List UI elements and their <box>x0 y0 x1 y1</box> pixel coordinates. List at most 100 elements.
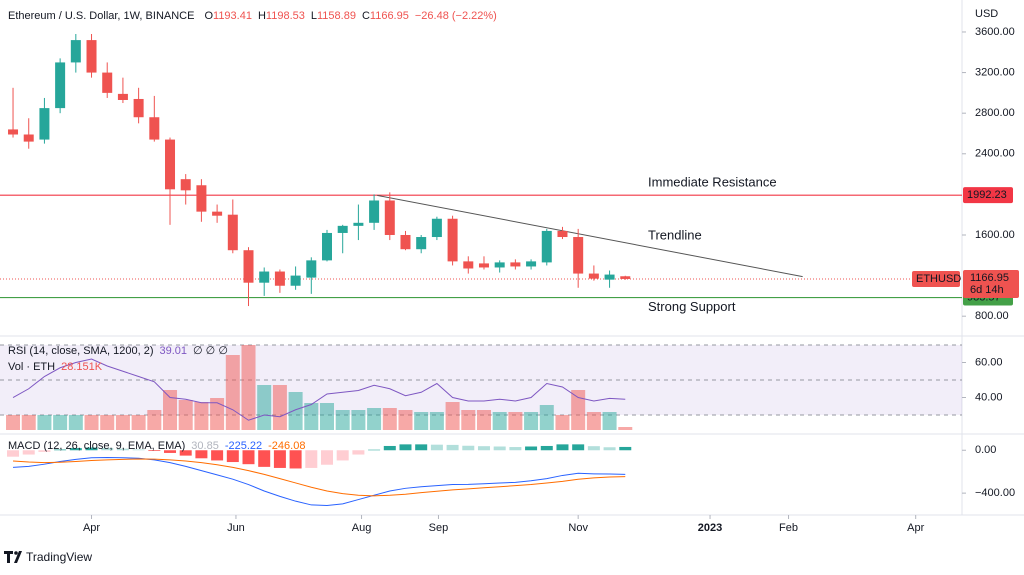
macd-histogram-bar <box>242 450 255 465</box>
macd-histogram-bar <box>336 450 349 461</box>
y-tick-label: 3200.00 <box>975 66 1015 78</box>
y-tick-label: 3600.00 <box>975 26 1015 38</box>
macd-histogram-bar <box>603 447 616 451</box>
y-tick-label: 2800.00 <box>975 107 1015 119</box>
candle-body <box>212 211 223 216</box>
volume-bar <box>586 412 601 430</box>
x-tick-label: Nov <box>568 522 588 534</box>
ohlc-key: L <box>311 10 317 22</box>
candle-body <box>337 225 348 233</box>
macd-histogram-bar <box>164 450 177 453</box>
volume-bar <box>476 410 491 430</box>
candle-body <box>447 218 458 262</box>
macd-legend: MACD (12, 26, close, 9, EMA, EMA) 30.85 -2… <box>8 440 305 452</box>
ohlc-value: 1166.95 <box>370 10 409 22</box>
y-tick-label: 800.00 <box>975 310 1009 322</box>
volume-bar <box>147 410 162 430</box>
candle-body <box>306 260 317 278</box>
volume-bar <box>100 415 115 430</box>
candle-body <box>149 117 160 140</box>
level-label: Immediate Resistance <box>648 175 777 190</box>
volume-bar <box>6 415 21 430</box>
ohlc-value: 1198.53 <box>266 10 305 22</box>
macd-histogram-bar <box>179 450 192 456</box>
candle-body <box>243 250 254 283</box>
volume-value: 28.151K <box>61 361 103 373</box>
volume-bar <box>37 415 52 430</box>
macd-histogram-bar <box>101 447 114 451</box>
macd-histogram-bar <box>211 450 224 461</box>
macd-line <box>12 458 626 497</box>
volume-bar <box>335 410 350 430</box>
volume-bar <box>68 415 83 430</box>
candle-body <box>290 275 301 286</box>
candle-body <box>102 72 113 93</box>
candle-body <box>510 262 521 267</box>
ohlc-key: H <box>258 10 266 22</box>
logo <box>4 551 22 563</box>
macd-histogram-bar <box>7 450 20 457</box>
candle-body <box>55 62 66 109</box>
header: Ethereum / U.S. Dollar, 1W, BINANCE O1193… <box>8 10 497 22</box>
candle-body <box>321 232 332 261</box>
volume-bar <box>351 410 366 430</box>
x-tick-label: Sep <box>429 522 449 534</box>
macd-histogram-bar <box>352 450 365 455</box>
level-label: Strong Support <box>648 299 736 314</box>
volume-bar <box>382 408 397 430</box>
volume-bar <box>178 400 193 430</box>
candle-body <box>180 179 191 191</box>
volume-bar <box>53 415 68 430</box>
volume-bar <box>524 412 539 430</box>
last-price-box <box>963 269 1019 298</box>
macd-histogram-bar <box>556 444 569 451</box>
rsi-na: ∅ ∅ ∅ <box>193 345 228 357</box>
symbol-label: ETHUSD <box>916 273 961 285</box>
candle-body <box>557 230 568 238</box>
candle-body <box>117 93 128 100</box>
macd-histogram-bar <box>430 444 443 451</box>
macd-histogram-bar <box>226 450 239 463</box>
macd-histogram-bar <box>477 446 490 451</box>
macd-histogram-bar <box>446 444 459 451</box>
candle-body <box>196 185 207 212</box>
candle-body <box>353 222 364 226</box>
macd-histogram-bar <box>258 450 271 467</box>
x-tick-label: Feb <box>779 522 798 534</box>
macd-histogram-bar <box>462 445 475 451</box>
volume-bar <box>571 390 586 430</box>
x-tick-label: Aug <box>352 522 372 534</box>
macd-histogram-bar <box>195 450 208 459</box>
volume-bar <box>272 385 287 430</box>
trendline <box>377 194 803 278</box>
candle-body <box>39 108 50 140</box>
candle-body <box>23 134 34 142</box>
macd-histogram-bar <box>305 450 318 468</box>
candle-body <box>463 261 474 269</box>
macd-histogram-bar <box>383 445 396 451</box>
countdown: 6d 14h <box>970 284 1004 296</box>
logo-icon <box>4 551 22 563</box>
x-tick-label: Jun <box>227 522 245 534</box>
volume-legend: Vol · ETH 28.151K <box>8 361 103 373</box>
candle-body <box>369 200 380 223</box>
footer-brand: TradingView <box>26 550 92 564</box>
candle-body <box>86 40 97 73</box>
candle-body <box>431 218 442 238</box>
change: −26.48 (−2.22%) <box>415 10 497 22</box>
y-tick-label: −400.00 <box>975 487 1015 499</box>
candle-body <box>227 214 238 251</box>
volume-bar <box>241 345 256 430</box>
ohlc-key: C <box>362 10 370 22</box>
level-price: 1992.23 <box>967 189 1007 201</box>
macd-histogram-bar <box>399 444 412 451</box>
macd-histogram-bar <box>540 445 553 451</box>
candle-body <box>573 237 584 274</box>
candle-body <box>588 273 599 279</box>
y-tick-label: 0.00 <box>975 444 996 456</box>
candle-body <box>70 40 81 63</box>
macd-histogram-bar <box>38 450 51 452</box>
macd-hist-value: 30.85 <box>191 440 219 452</box>
macd-histogram-bar <box>509 447 522 451</box>
volume-bar <box>163 390 178 430</box>
